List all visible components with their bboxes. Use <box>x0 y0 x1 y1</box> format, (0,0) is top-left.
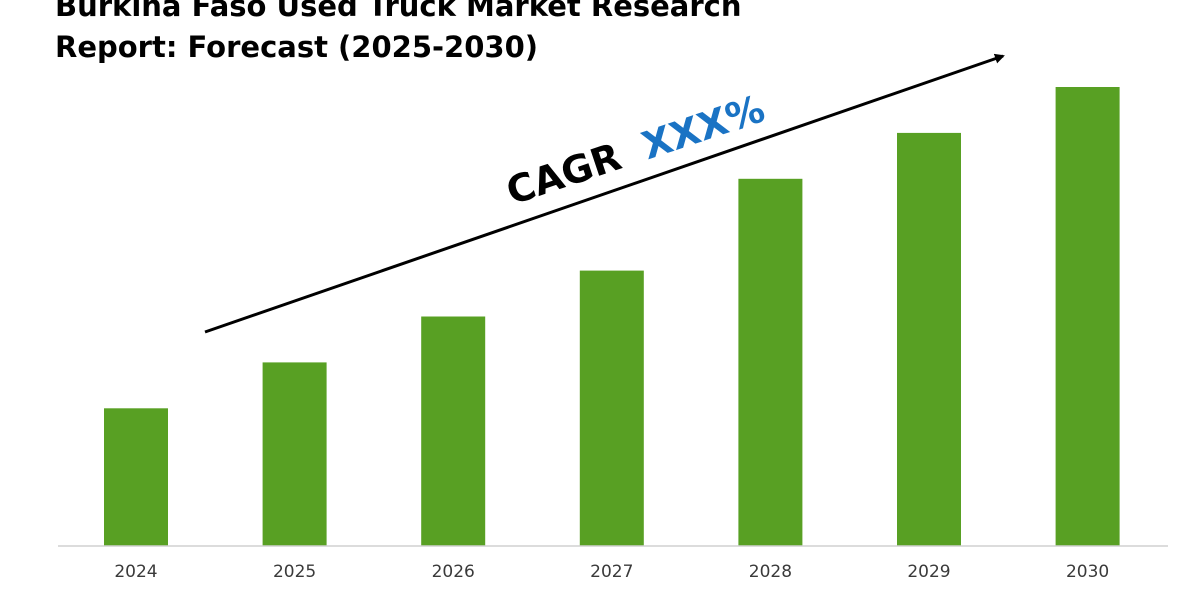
chart-title: Burkina Faso Used Truck Market Research … <box>55 0 742 68</box>
bar-2027 <box>579 270 644 546</box>
bar-2028 <box>738 178 803 547</box>
x-tick-label-2028: 2028 <box>749 562 792 582</box>
bars <box>104 87 1120 547</box>
x-axis-tick-labels: 2024 2025 2026 2027 2028 2029 2030 <box>114 562 1109 582</box>
x-tick-label-2025: 2025 <box>273 562 316 582</box>
cagr-label: CAGR <box>501 134 627 213</box>
x-tick-label-2026: 2026 <box>432 562 475 582</box>
x-tick-label-2030: 2030 <box>1066 562 1109 582</box>
bar-2029 <box>897 132 961 546</box>
trend-arrow <box>204 53 1005 334</box>
cagr-value: XXX% <box>636 86 769 168</box>
x-tick-label-2029: 2029 <box>907 562 950 582</box>
x-tick-label-2027: 2027 <box>590 562 633 582</box>
bar-2025 <box>262 362 327 546</box>
chart-title-line-1: Burkina Faso Used Truck Market Research <box>55 0 742 23</box>
bar-2026 <box>421 316 486 546</box>
bar-2030 <box>1055 87 1120 546</box>
x-tick-label-2024: 2024 <box>114 562 157 582</box>
bar-2024 <box>104 408 168 546</box>
chart-title-line-2: Report: Forecast (2025-2030) <box>55 30 539 64</box>
